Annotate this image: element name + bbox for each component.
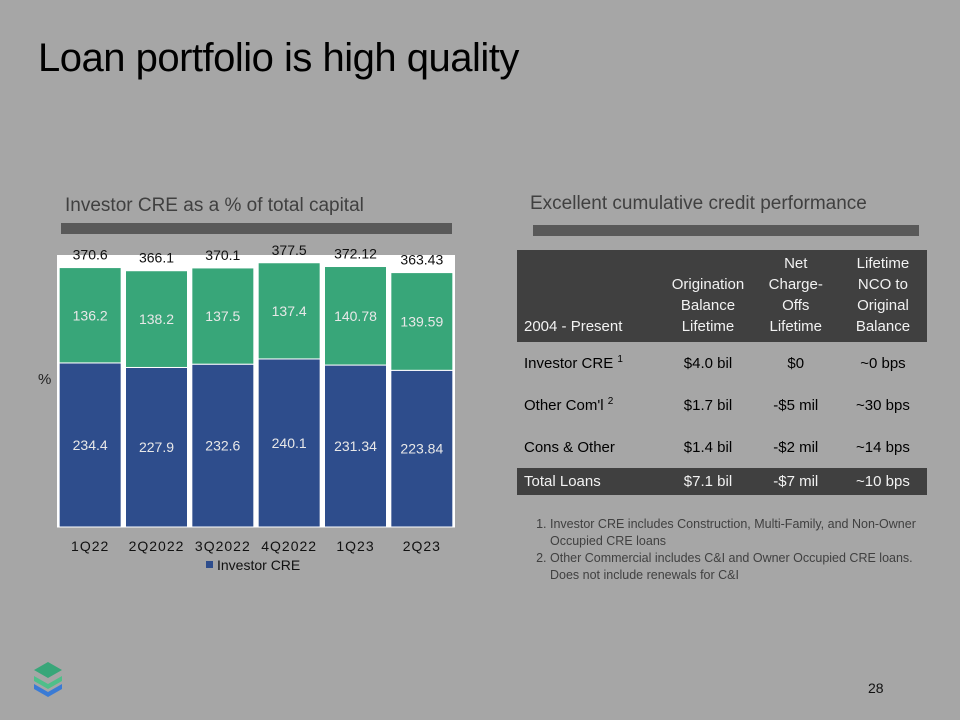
- footnote-2: Other Commercial includes C&I and Owner …: [550, 550, 935, 584]
- table-title-rule: [533, 225, 919, 236]
- data-label-1: 140.78: [334, 308, 377, 324]
- data-label-1: 137.4: [272, 303, 307, 319]
- credit-performance-table: 2004 - Present Origination Balance Lifet…: [517, 250, 927, 495]
- chart-section-title: Investor CRE as a % of total capital: [65, 195, 364, 216]
- row-label: Cons & Other: [524, 438, 615, 456]
- table-row: Investor CRE 1 $4.0 bil $0 ~0 bps: [517, 342, 927, 384]
- table-section-title: Excellent cumulative credit performance: [530, 193, 867, 214]
- y-axis-label: %: [38, 371, 52, 388]
- bar-segment-1: [191, 267, 255, 365]
- header-nco-ratio: Lifetime NCO to Original Balance: [838, 250, 927, 342]
- cell-net-charge-offs: $0: [787, 354, 805, 372]
- x-tick-label: 2Q23: [403, 538, 441, 554]
- header-origination: Origination Balance Lifetime: [663, 250, 753, 342]
- footnote-1: Investor CRE includes Construction, Mult…: [550, 516, 935, 550]
- bar-segment-0: [125, 366, 188, 528]
- x-tick-label: 1Q23: [336, 538, 374, 554]
- data-label-0: 223.84: [400, 441, 443, 457]
- data-label-0: 234.4: [73, 437, 108, 453]
- bar-segment-0: [390, 369, 454, 528]
- x-tick-label: 1Q22: [71, 538, 109, 554]
- bar-segment-1: [58, 267, 122, 364]
- cell-nco-ratio: ~0 bps: [860, 354, 906, 372]
- cell-origination: $4.0 bil: [683, 354, 733, 372]
- total-nco-ratio: ~10 bps: [838, 468, 927, 495]
- table-header-row: 2004 - Present Origination Balance Lifet…: [517, 250, 927, 342]
- chart-title-rule: [61, 223, 452, 234]
- x-tick-label: 2Q2022: [129, 538, 185, 554]
- data-label-1: 136.2: [73, 307, 108, 323]
- data-label-0: 240.1: [272, 435, 307, 451]
- header-period: 2004 - Present: [517, 250, 664, 342]
- cell-nco-ratio: ~30 bps: [856, 396, 910, 414]
- x-tick-label: 4Q2022: [261, 538, 317, 554]
- slide-title: Loan portfolio is high quality: [38, 36, 519, 80]
- cell-nco-ratio: ~14 bps: [856, 438, 910, 456]
- data-label-1: 138.2: [139, 311, 174, 327]
- total-row-label: Total Loans: [517, 468, 664, 495]
- legend-label-investor-cre: Investor CRE: [217, 557, 301, 573]
- table-total-row: Total Loans $7.1 bil -$7 mil ~10 bps: [517, 468, 927, 495]
- total-label: 372.12: [334, 246, 377, 262]
- row-label: Other Com'l 2: [524, 396, 614, 414]
- bar-segment-1: [125, 270, 188, 368]
- legend-swatch-investor-cre: [206, 561, 213, 568]
- data-label-0: 227.9: [139, 439, 174, 455]
- total-net-charge-offs: -$7 mil: [752, 468, 839, 495]
- cell-origination: $1.7 bil: [683, 396, 733, 414]
- total-origination: $7.1 bil: [663, 468, 753, 495]
- data-label-0: 232.6: [205, 438, 240, 454]
- page-number: 28: [868, 680, 884, 696]
- total-label: 370.1: [205, 247, 240, 263]
- total-label: 363.43: [400, 252, 443, 268]
- cell-net-charge-offs: -$5 mil: [773, 396, 819, 414]
- x-tick-label: 3Q2022: [195, 538, 251, 554]
- table-row: Cons & Other $1.4 bil -$2 mil ~14 bps: [517, 426, 927, 468]
- bar-segment-0: [257, 358, 321, 528]
- total-label: 377.5: [272, 242, 307, 258]
- table-row: Other Com'l 2 $1.7 bil -$5 mil ~30 bps: [517, 384, 927, 426]
- footnotes: Investor CRE includes Construction, Mult…: [530, 516, 935, 584]
- bar-segment-1: [390, 272, 454, 371]
- chart-legend: Investor CRE: [206, 557, 300, 573]
- bar-segment-0: [58, 362, 122, 528]
- bar-segment-0: [324, 364, 387, 528]
- company-logo-icon: [34, 662, 62, 697]
- row-label: Investor CRE 1: [524, 354, 623, 372]
- total-label: 370.6: [73, 247, 108, 263]
- data-label-0: 231.34: [334, 438, 377, 454]
- bar-segment-1: [257, 262, 321, 360]
- plot-area: [57, 255, 455, 527]
- data-label-1: 137.5: [205, 308, 240, 324]
- data-label-1: 139.59: [400, 313, 443, 329]
- header-net-charge-offs: Net Charge- Offs Lifetime: [752, 250, 839, 342]
- total-label: 366.1: [139, 250, 174, 266]
- bar-segment-0: [191, 363, 255, 528]
- cell-origination: $1.4 bil: [683, 438, 733, 456]
- cell-net-charge-offs: -$2 mil: [773, 438, 819, 456]
- bar-segment-1: [324, 266, 387, 366]
